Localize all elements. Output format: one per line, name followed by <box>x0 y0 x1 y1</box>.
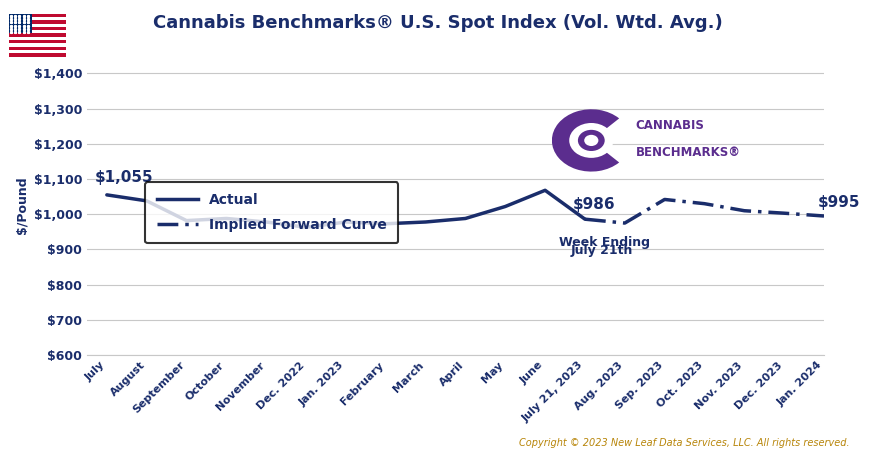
Text: Cannabis Benchmarks® U.S. Spot Index (Vol. Wtd. Avg.): Cannabis Benchmarks® U.S. Spot Index (Vo… <box>153 14 723 32</box>
Bar <box>9 37 66 40</box>
Bar <box>9 40 66 43</box>
Bar <box>9 24 66 27</box>
Bar <box>9 27 66 30</box>
Circle shape <box>578 130 604 151</box>
Bar <box>9 53 66 57</box>
Bar <box>9 17 66 20</box>
Text: July 21th: July 21th <box>571 244 633 257</box>
Text: $986: $986 <box>573 198 616 212</box>
Bar <box>9 20 66 24</box>
Legend: Actual, Implied Forward Curve: Actual, Implied Forward Curve <box>145 182 399 243</box>
Circle shape <box>584 135 598 146</box>
Text: Week Ending: Week Ending <box>559 236 650 249</box>
Bar <box>9 14 66 17</box>
Bar <box>9 14 32 34</box>
Text: BENCHMARKS®: BENCHMARKS® <box>635 146 740 159</box>
Bar <box>9 50 66 53</box>
Text: $1,055: $1,055 <box>95 170 153 185</box>
Text: $995: $995 <box>818 195 860 210</box>
Text: Copyright © 2023 New Leaf Data Services, LLC. All rights reserved.: Copyright © 2023 New Leaf Data Services,… <box>519 439 850 448</box>
Circle shape <box>569 123 613 158</box>
Bar <box>9 30 66 34</box>
Bar <box>9 34 66 37</box>
Bar <box>9 47 66 50</box>
Wedge shape <box>552 109 619 172</box>
Bar <box>9 43 66 47</box>
Text: CANNABIS: CANNABIS <box>635 119 704 132</box>
Y-axis label: $/Pound: $/Pound <box>15 177 28 234</box>
